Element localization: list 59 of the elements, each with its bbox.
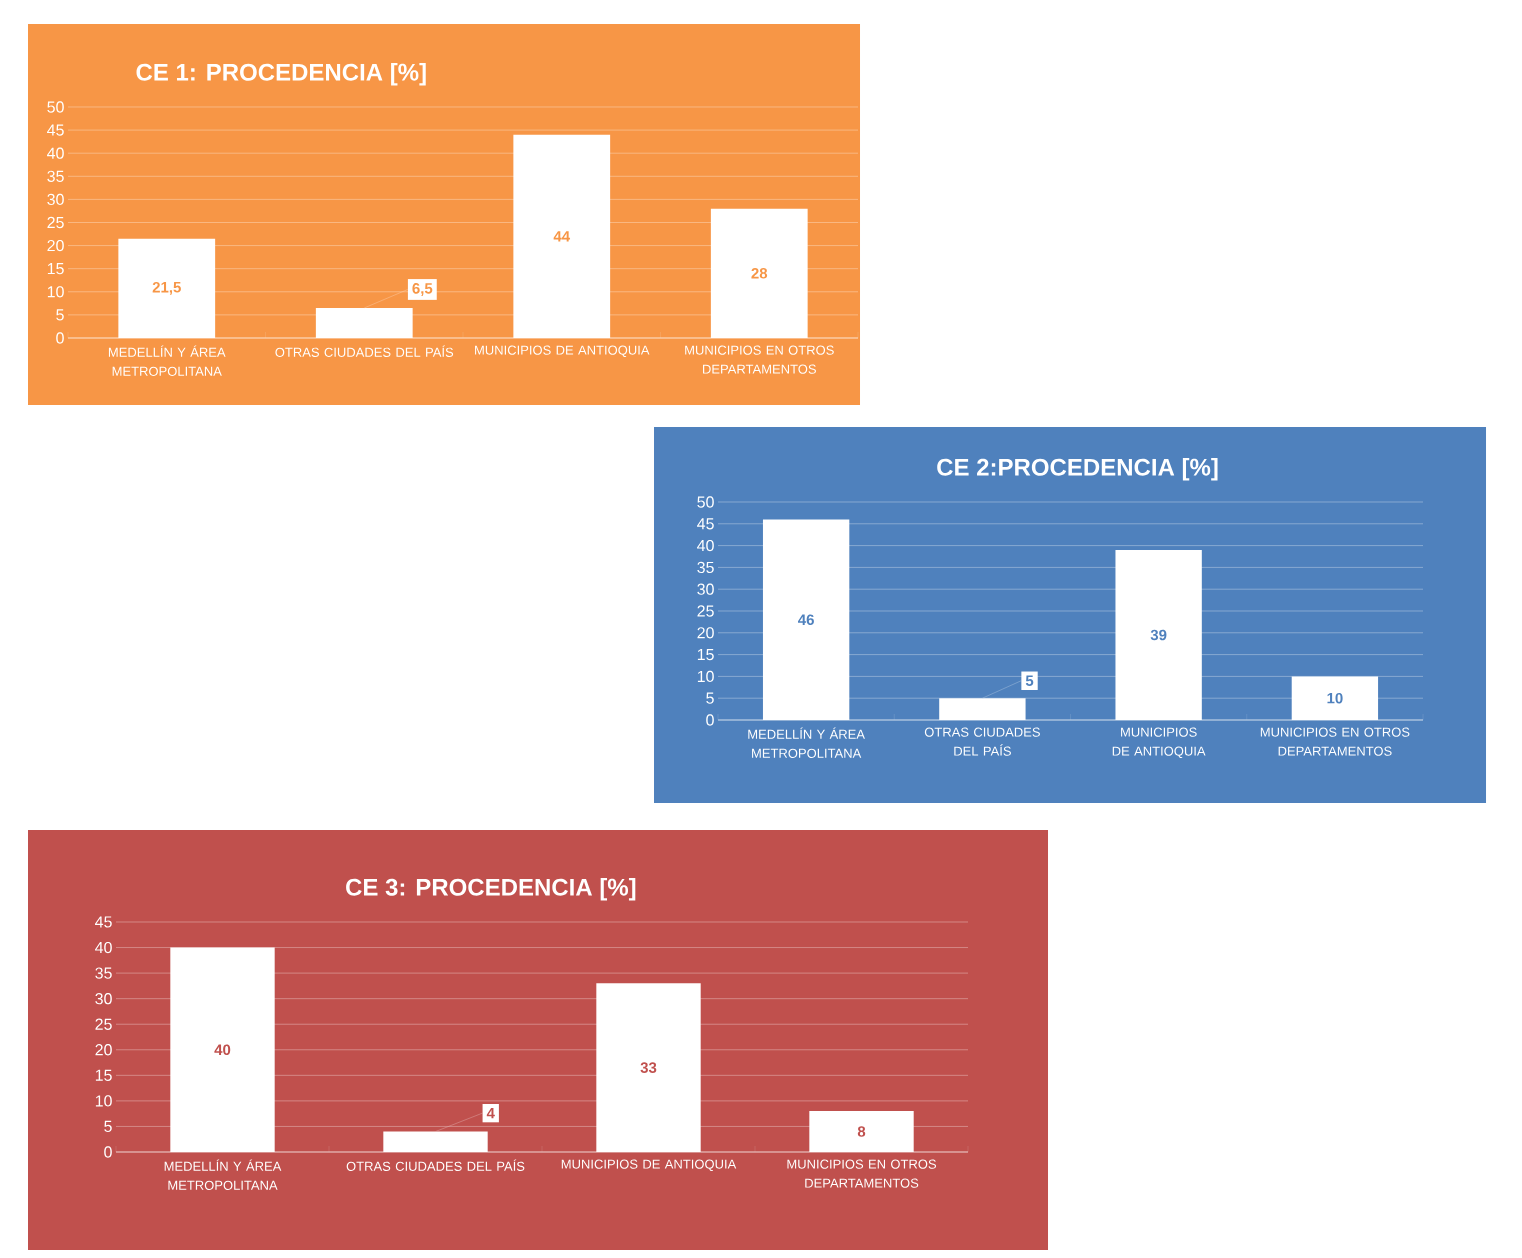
y-tick-label: 50 — [47, 101, 64, 113]
x-tick-label: MUNICIPIOS EN OTROS DEPARTAMENTOS — [1260, 727, 1410, 756]
data-label: 8 — [857, 1126, 866, 1137]
chart-title: CE 3: PROCEDENCIA [%] — [346, 878, 636, 901]
data-label: 4 — [486, 1107, 495, 1119]
y-tick-label: 5 — [706, 692, 714, 704]
data-label: 10 — [1327, 692, 1343, 704]
y-tick-label: 40 — [47, 147, 64, 159]
x-tick-label: MUNICIPIOS EN OTROS DEPARTAMENTOS — [685, 345, 834, 374]
y-tick-label: 45 — [697, 518, 714, 530]
chart-title: CE 2:PROCEDENCIA [%] — [937, 458, 1218, 481]
x-tick-label: OTRAS CIUDADES DEL PAÍS — [346, 1159, 525, 1171]
y-tick-label: 40 — [95, 941, 112, 954]
x-tick-label: MEDELLÍN Y ÁREA METROPOLITANA — [164, 1159, 282, 1190]
y-tick-label: 40 — [697, 539, 714, 552]
y-tick-label: 10 — [697, 670, 714, 683]
y-tick-label: 30 — [95, 993, 112, 1005]
y-tick-label: 35 — [697, 561, 714, 574]
data-label: 21,5 — [152, 281, 181, 295]
data-label: 5 — [1025, 675, 1034, 686]
y-tick-label: 20 — [697, 627, 714, 639]
y-tick-label: 0 — [104, 1146, 112, 1158]
data-label: 28 — [751, 268, 768, 279]
y-tick-label: 30 — [47, 193, 64, 206]
y-tick-label: 15 — [697, 649, 714, 661]
y-tick-label: 5 — [104, 1120, 112, 1133]
x-tick-label: MUNICIPIOS DE ANTIOQUIA — [561, 1159, 737, 1172]
y-tick-label: 45 — [95, 916, 112, 928]
y-tick-label: 10 — [47, 286, 64, 298]
y-tick-label: 25 — [47, 216, 64, 229]
y-tick-label: 50 — [697, 496, 714, 508]
data-label: 44 — [553, 231, 571, 242]
y-tick-label: 5 — [56, 309, 64, 321]
x-tick-label: OTRAS CIUDADES DEL PAÍS — [275, 345, 454, 357]
x-tick-label: MUNICIPIOS DE ANTIOQUIA — [475, 345, 650, 358]
y-tick-label: 25 — [95, 1018, 112, 1030]
y-tick-label: 0 — [56, 332, 64, 344]
y-tick-label: 10 — [95, 1095, 112, 1107]
x-tick-label: MUNICIPIOS DE ANTIOQUIA — [1112, 727, 1206, 759]
y-tick-label: 30 — [697, 583, 714, 595]
data-label: 40 — [214, 1044, 231, 1056]
data-label: 39 — [1150, 629, 1167, 641]
chart-title: CE 1: PROCEDENCIA [%] — [136, 63, 426, 86]
y-tick-label: 35 — [95, 967, 112, 979]
y-tick-label: 45 — [47, 124, 64, 136]
y-tick-label: 0 — [706, 714, 714, 726]
x-tick-label: MEDELLÍN Y ÁREA METROPOLITANA — [748, 727, 865, 758]
y-tick-label: 25 — [697, 605, 714, 617]
data-label: 6,5 — [412, 283, 433, 296]
y-tick-label: 15 — [95, 1069, 112, 1081]
x-tick-label: MUNICIPIOS EN OTROS DEPARTAMENTOS — [787, 1159, 937, 1188]
y-tick-label: 35 — [47, 170, 64, 182]
y-tick-label: 15 — [47, 263, 64, 275]
y-tick-label: 20 — [47, 239, 64, 252]
y-tick-label: 20 — [95, 1044, 112, 1056]
x-tick-label: OTRAS CIUDADES DEL PAÍS — [924, 727, 1040, 756]
data-label: 33 — [640, 1062, 657, 1073]
x-tick-label: MEDELLÍN Y ÁREA METROPOLITANA — [108, 345, 226, 376]
data-label: 46 — [798, 614, 814, 626]
